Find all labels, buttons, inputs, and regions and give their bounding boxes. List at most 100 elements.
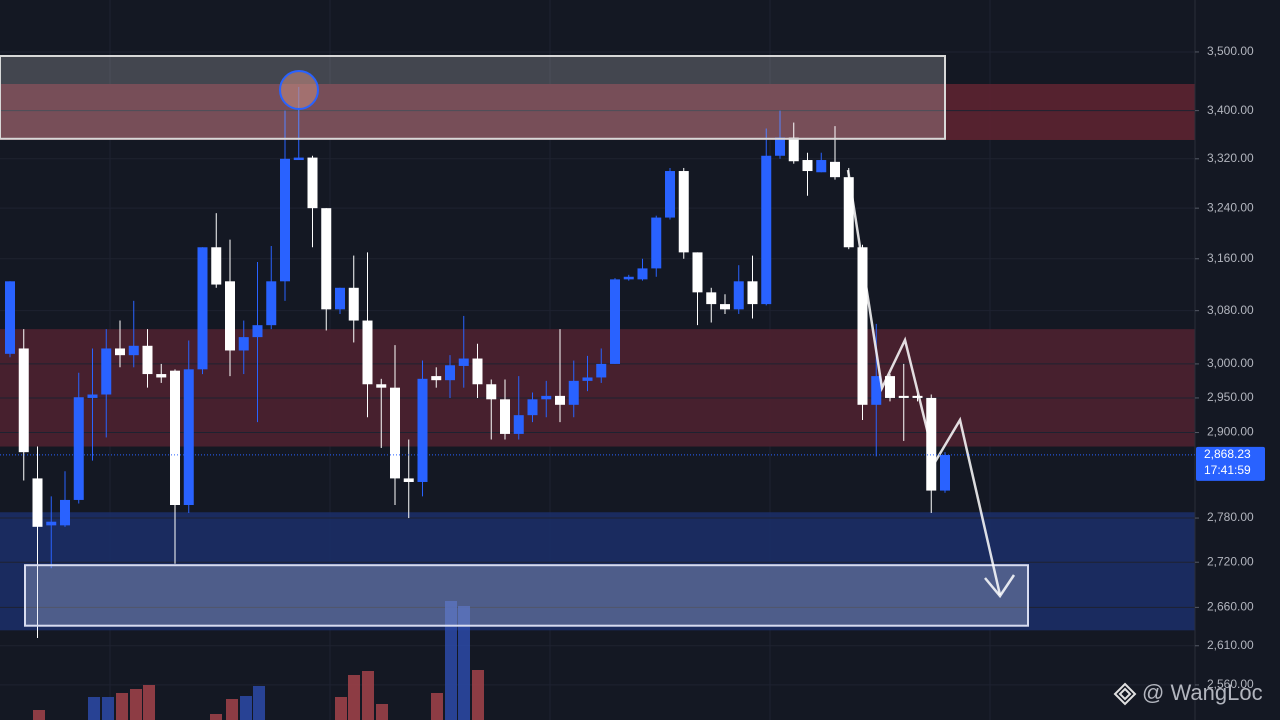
box xyxy=(0,54,946,140)
candle-body xyxy=(898,395,909,398)
y-tick-label: 3,240.00 xyxy=(1207,200,1254,214)
y-tick-label: 2,660.00 xyxy=(1207,600,1254,614)
candle-body xyxy=(816,160,827,173)
candle-body xyxy=(60,499,70,526)
candle-body xyxy=(307,157,318,209)
candle-body xyxy=(101,348,112,395)
y-tick-label: 3,160.00 xyxy=(1207,251,1254,265)
candle-body xyxy=(266,281,277,326)
candle-body xyxy=(225,281,235,351)
y-tick-label: 2,900.00 xyxy=(1207,425,1254,439)
candle-body xyxy=(32,478,43,527)
candle-body xyxy=(362,320,373,385)
grid xyxy=(0,51,1195,686)
candle-body xyxy=(87,394,98,398)
candle-body xyxy=(775,137,785,156)
candle-body xyxy=(706,292,717,305)
axis-background xyxy=(1195,0,1280,720)
candle-body xyxy=(390,387,400,479)
y-tick-label: 3,320.00 xyxy=(1207,151,1254,165)
candles xyxy=(5,86,950,639)
candle-body xyxy=(665,171,675,218)
last-price-label: 2,868.23 xyxy=(1204,447,1251,461)
candle-body xyxy=(183,369,194,505)
candle-body xyxy=(321,208,332,310)
candle-body xyxy=(610,279,620,364)
y-tick-label: 3,000.00 xyxy=(1207,356,1254,370)
highlight-circle xyxy=(279,70,319,110)
y-tick-label: 2,560.00 xyxy=(1207,677,1254,691)
y-tick-label: 3,400.00 xyxy=(1207,103,1254,117)
candle-body xyxy=(197,247,208,370)
candle-body xyxy=(623,276,634,280)
y-tick-label: 3,500.00 xyxy=(1207,44,1254,58)
countdown-label: 17:41:59 xyxy=(1204,463,1251,477)
candle-body xyxy=(252,325,263,338)
zone xyxy=(0,84,1195,140)
candle-body xyxy=(458,358,469,366)
candle-body xyxy=(692,252,703,293)
y-tick-label: 2,610.00 xyxy=(1207,638,1254,652)
candle-body xyxy=(651,217,662,269)
candle-body xyxy=(170,370,180,505)
y-tick-label: 3,080.00 xyxy=(1207,303,1254,317)
candle-body xyxy=(885,376,895,398)
candle-body xyxy=(912,395,923,398)
candle-body xyxy=(73,397,84,500)
candle-body xyxy=(348,287,359,321)
box xyxy=(24,564,1029,627)
y-tick-label: 2,950.00 xyxy=(1207,390,1254,404)
last-price-box xyxy=(1196,446,1265,481)
candle-body xyxy=(403,478,414,482)
y-tick-label: 2,780.00 xyxy=(1207,510,1254,524)
candle-body xyxy=(376,384,387,388)
candle-body xyxy=(142,345,153,375)
candle-body xyxy=(582,377,593,381)
candle-body xyxy=(417,378,428,482)
candle-body xyxy=(843,177,854,248)
watermark-icon xyxy=(1113,682,1137,706)
arrow-head xyxy=(984,574,1016,599)
candle-body xyxy=(238,337,249,351)
candle-body xyxy=(335,287,345,310)
candle-body xyxy=(513,415,524,434)
candle-body xyxy=(445,365,455,381)
candle-body xyxy=(500,399,510,434)
candle-body xyxy=(940,454,950,491)
volume-bars xyxy=(33,601,484,720)
candle-body xyxy=(18,348,29,453)
candle-body xyxy=(720,304,730,310)
candle-body xyxy=(472,358,483,385)
candle-body xyxy=(761,155,772,305)
boxes xyxy=(0,54,1029,627)
candle-body xyxy=(486,384,497,400)
candle-body xyxy=(280,158,290,282)
candle-body xyxy=(211,247,222,285)
candle-body xyxy=(156,374,167,378)
candle-body xyxy=(857,247,868,405)
y-tick-label: 2,720.00 xyxy=(1207,554,1254,568)
candle-body xyxy=(596,363,607,378)
candle-body xyxy=(830,161,840,178)
candle-body xyxy=(46,521,57,526)
candle-body xyxy=(802,160,813,172)
candle-body xyxy=(293,157,304,161)
candle-body xyxy=(431,376,442,381)
candle-body xyxy=(555,395,565,405)
watermark: @ WangLoc xyxy=(1142,680,1263,705)
candle-body xyxy=(128,345,139,356)
candle-body xyxy=(678,171,689,253)
candle-body xyxy=(541,395,552,400)
candle-body xyxy=(5,281,15,354)
candle-body xyxy=(115,348,125,356)
candle-body xyxy=(568,380,579,405)
candle-body xyxy=(788,137,799,162)
candle-body xyxy=(733,281,744,310)
projection-path xyxy=(846,169,1002,596)
candle-body xyxy=(871,376,882,405)
candle-body xyxy=(747,281,758,305)
candle-body xyxy=(637,268,648,280)
